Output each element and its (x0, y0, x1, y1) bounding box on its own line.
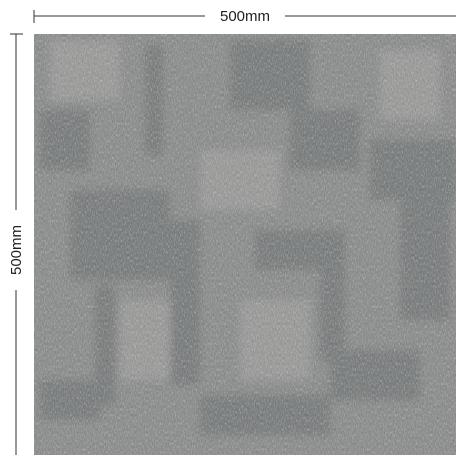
carpet-tile (34, 34, 456, 455)
height-label: 500mm (8, 225, 25, 275)
width-label: 500mm (220, 8, 270, 25)
